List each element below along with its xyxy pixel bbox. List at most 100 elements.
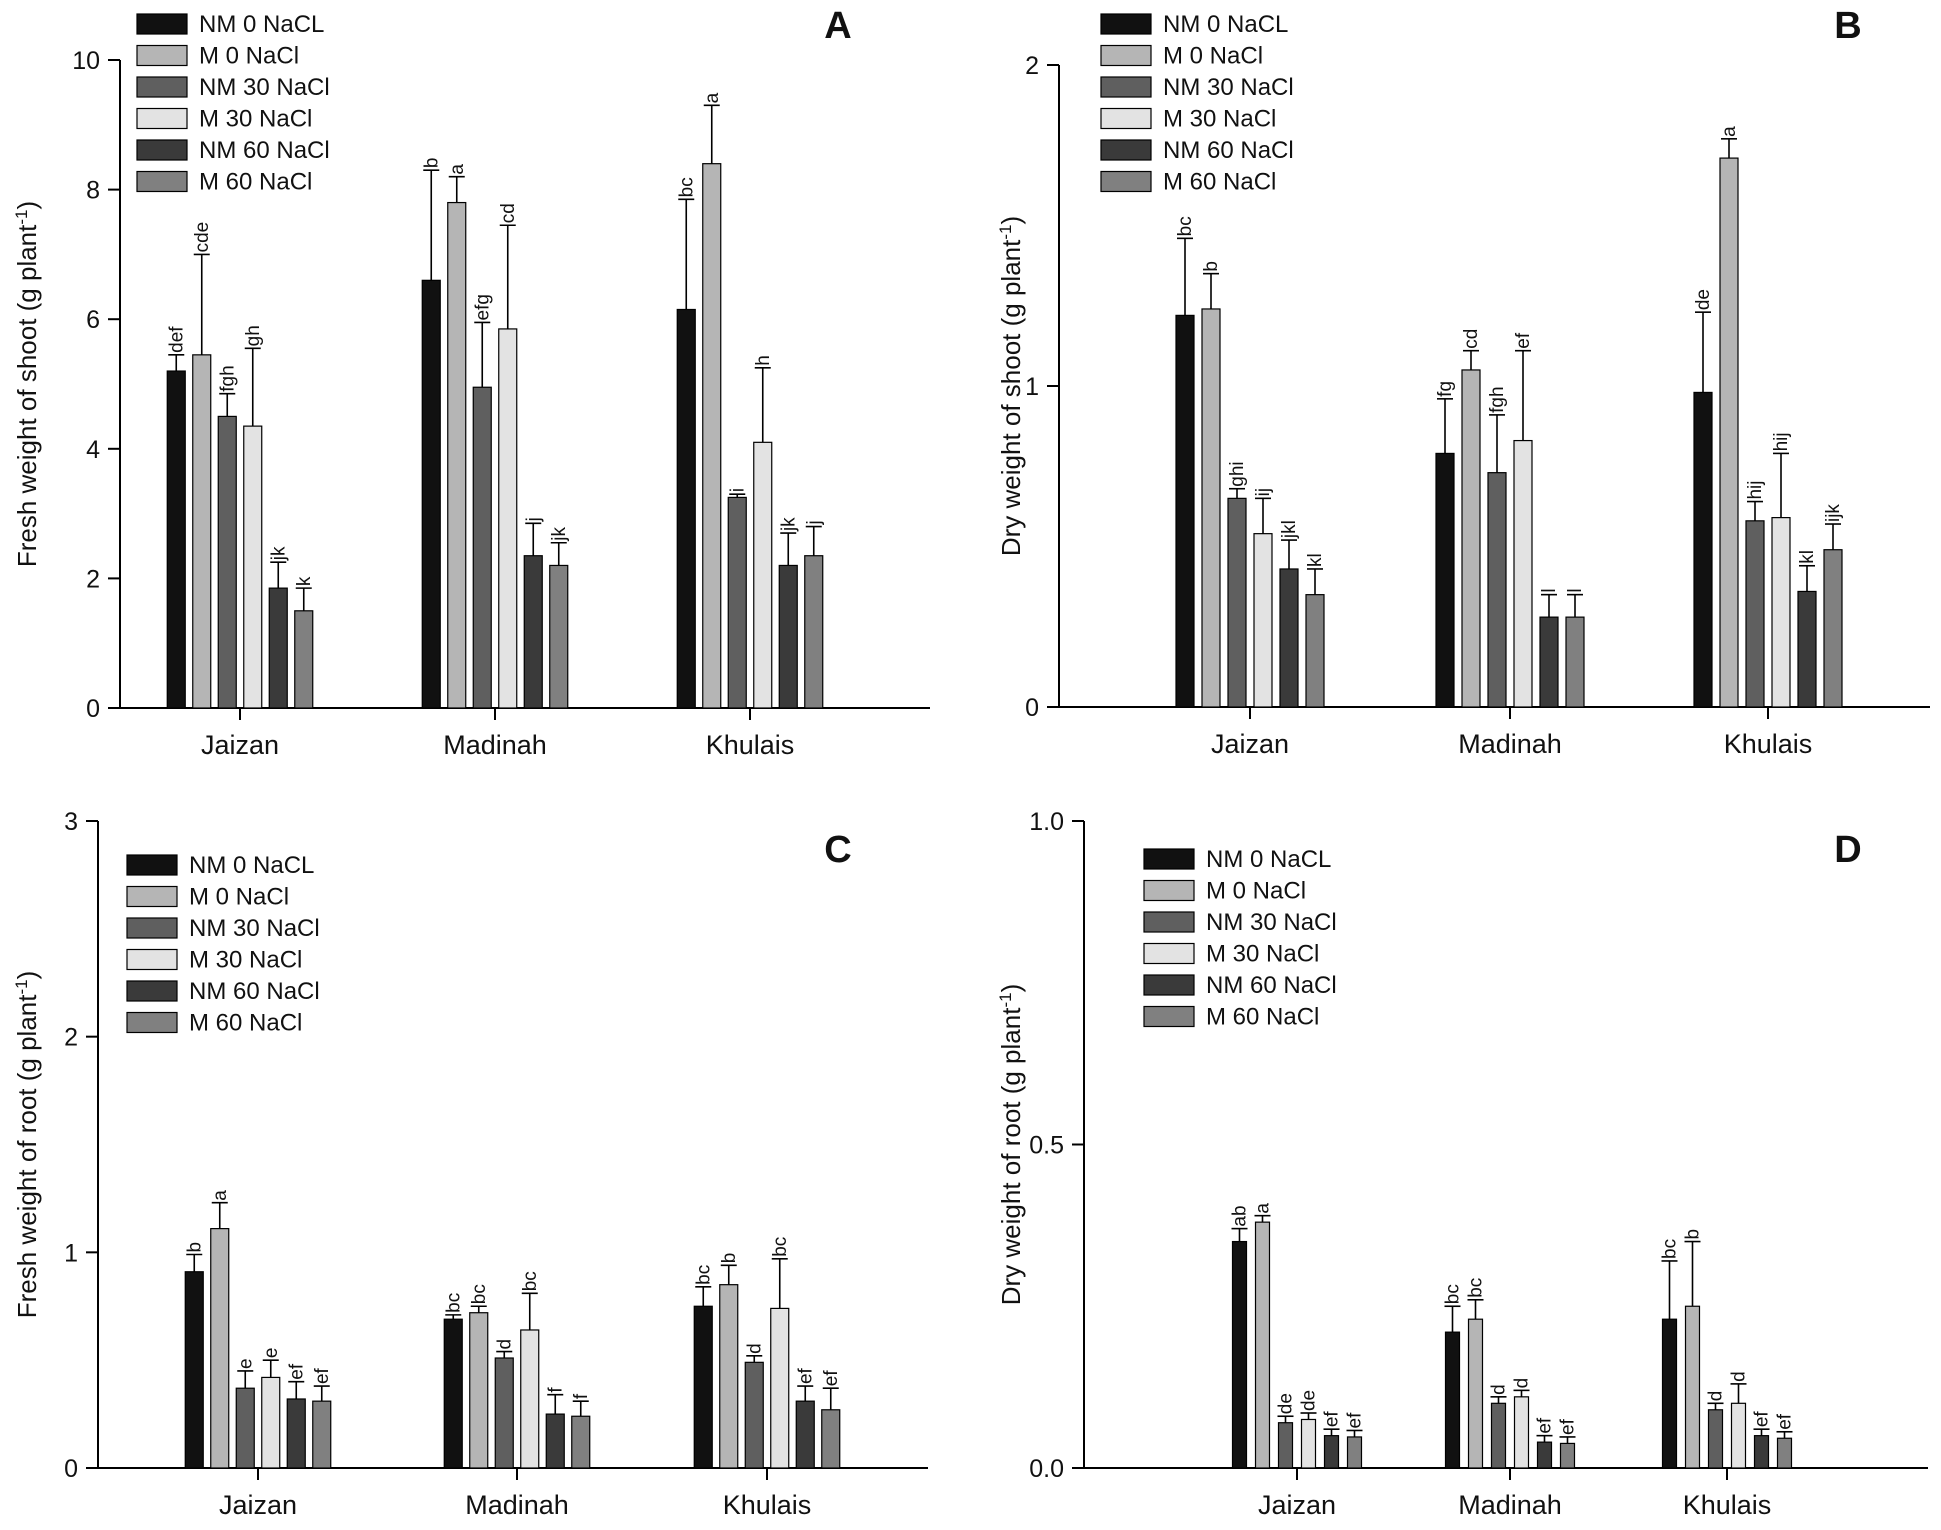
legend-label: M 0 NaCl: [1163, 43, 1263, 70]
bar: [235, 1387, 255, 1469]
legend-swatch: [1143, 974, 1195, 996]
significance-label: bc: [443, 1293, 464, 1313]
bar: [1227, 497, 1247, 708]
legend-label: M 30 NaCl: [199, 106, 312, 133]
significance-label: l: [1565, 588, 1586, 592]
bar: [727, 496, 747, 709]
bar: [702, 163, 722, 709]
panel-D: 0.0 0.5 1.0 Jaizan Madinah Khulais Dry weight …: [996, 808, 1928, 1520]
bar: [821, 1409, 841, 1469]
legend-swatch: [1100, 107, 1152, 130]
significance-label: ef: [1322, 1411, 1343, 1428]
bar: [676, 308, 696, 709]
bar: [770, 1307, 790, 1469]
significance-label: def: [166, 326, 187, 353]
significance-label: cde: [192, 222, 213, 253]
x-tick-label: Jaizan: [1211, 729, 1289, 759]
legend-label: NM 0 NaCL: [1163, 11, 1288, 38]
x-tick-label: Khulais: [723, 1490, 812, 1520]
legend-swatch: [136, 76, 188, 98]
legend-label: M 30 NaCl: [1206, 941, 1319, 968]
x-tick-label: Madinah: [1458, 1490, 1562, 1520]
y-axis-title: Fresh weight of root (g plant-1): [12, 971, 43, 1319]
significance-label: hij: [1745, 481, 1766, 500]
y-axis-title: Fresh weight of shoot (g plant-1): [12, 201, 43, 567]
bar: [778, 564, 798, 709]
bar: [719, 1284, 739, 1469]
significance-label: ef: [286, 1363, 307, 1380]
significance-label: fg: [1435, 381, 1456, 397]
legend-swatch: [126, 854, 178, 876]
legend-swatch: [1143, 911, 1195, 933]
significance-label: d: [1512, 1378, 1533, 1389]
legend-label: M 60 NaCl: [189, 1010, 302, 1037]
legend: NM 0 NaCL M 0 NaCl NM 30 NaCl M 30 NaCl NM 6…: [136, 11, 330, 196]
x-tick-label: Khulais: [1724, 729, 1813, 759]
y-tick-label: 3: [64, 808, 78, 836]
y-axis-title: Dry weight of root (g plant-1): [996, 984, 1027, 1306]
panel-label: D: [1834, 829, 1861, 871]
legend-label: NM 60 NaCl: [1206, 972, 1337, 999]
y-tick-label: 1.0: [1029, 808, 1064, 836]
legend: NM 0 NaCL M 0 NaCl NM 30 NaCl M 30 NaCl NM 6…: [1100, 11, 1294, 196]
bar: [1175, 314, 1195, 708]
bar: [1661, 1318, 1678, 1469]
bar: [795, 1400, 815, 1469]
bar: [312, 1400, 332, 1469]
legend-swatch: [126, 1011, 178, 1034]
bar: [1707, 1409, 1724, 1469]
bar: [1305, 594, 1325, 708]
legend-swatch: [136, 13, 188, 35]
significance-label: b: [1683, 1229, 1704, 1240]
bar: [1201, 308, 1221, 708]
y-tick-label: 2: [1025, 52, 1039, 80]
bar: [549, 564, 569, 709]
y-tick-label: 1: [64, 1239, 78, 1267]
legend-swatch: [126, 948, 178, 971]
bar: [1565, 616, 1585, 708]
bar: [1730, 1402, 1747, 1469]
bar: [1467, 1318, 1484, 1469]
bar: [494, 1357, 514, 1469]
x-tick-label: Khulais: [706, 730, 795, 760]
significance-label: i: [727, 488, 748, 492]
legend-label: NM 30 NaCl: [1163, 74, 1294, 101]
significance-label: e: [261, 1348, 282, 1359]
significance-label: fgh: [1487, 386, 1508, 412]
legend-label: NM 30 NaCl: [199, 74, 330, 101]
legend-swatch: [136, 44, 188, 67]
significance-label: b: [184, 1242, 205, 1253]
legend-label: M 30 NaCl: [1163, 106, 1276, 133]
significance-label: ef: [1558, 1418, 1579, 1435]
significance-label: bc: [1660, 1239, 1681, 1259]
bar: [1776, 1437, 1793, 1469]
bar: [693, 1305, 713, 1469]
panel-A: 0 2 4 6 8 10 Jaizan Madinah Khulais Fresh weight …: [12, 5, 930, 760]
panel-label: C: [824, 829, 851, 871]
bar: [744, 1361, 764, 1469]
y-tick-label: 2: [64, 1024, 78, 1052]
bar: [571, 1415, 591, 1469]
legend-label: M 60 NaCl: [199, 169, 312, 196]
legend-label: M 0 NaCl: [1206, 878, 1306, 905]
legend-label: NM 0 NaCL: [189, 852, 314, 879]
significance-label: ef: [821, 1370, 842, 1387]
significance-label: hij: [1771, 432, 1792, 451]
panel-label: A: [824, 5, 851, 47]
x-tick-label: Madinah: [465, 1490, 569, 1520]
bar: [1487, 472, 1507, 708]
panel-C: 0 1 2 3 Jaizan Madinah Khulais Fresh weight of …: [12, 808, 928, 1520]
bar: [1693, 391, 1713, 708]
bar: [184, 1271, 204, 1469]
x-tick-label: Khulais: [1683, 1490, 1772, 1520]
y-tick-label: 4: [86, 436, 100, 464]
bar: [1490, 1402, 1507, 1469]
significance-label: a: [210, 1190, 231, 1201]
bar: [192, 354, 212, 709]
significance-label: a: [1253, 1203, 1274, 1214]
legend-swatch: [1100, 44, 1152, 67]
y-tick-label: 1: [1025, 373, 1039, 401]
bar: [545, 1413, 565, 1469]
x-tick-label: Jaizan: [219, 1490, 297, 1520]
significance-label: k: [294, 576, 315, 586]
